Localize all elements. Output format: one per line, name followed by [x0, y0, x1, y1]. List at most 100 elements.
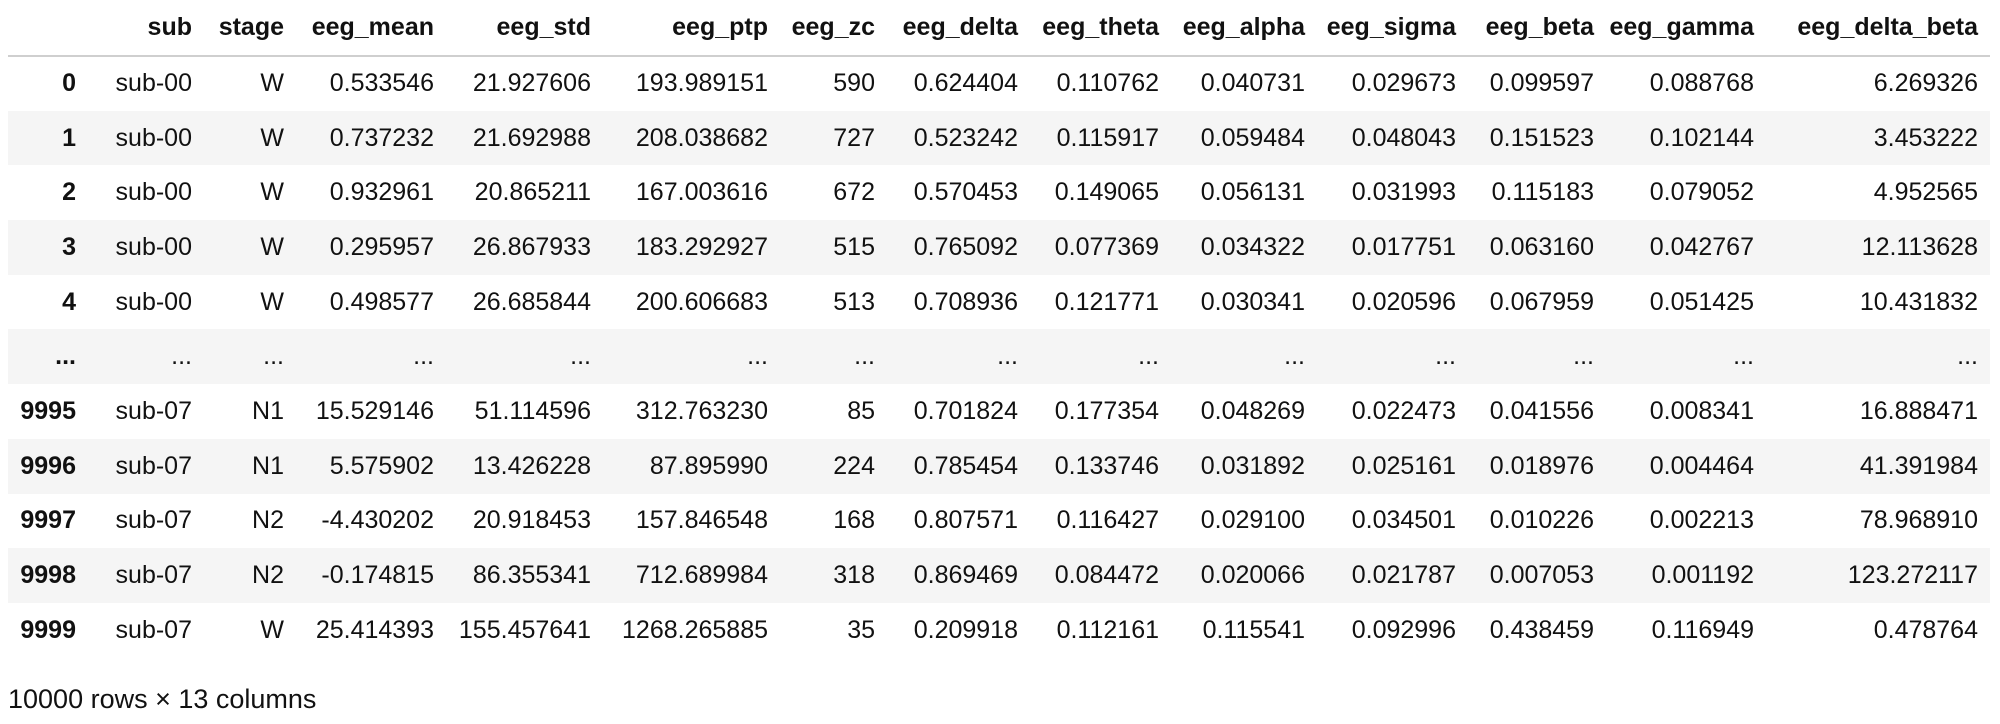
row-index: 4 [62, 287, 76, 316]
table-cell: 672 [833, 178, 875, 207]
table-cell: W [260, 232, 284, 261]
table-cell: 86.355341 [472, 561, 591, 590]
table-cell: 183.292927 [635, 232, 768, 261]
column-header-eeg-zc: eeg_zc [780, 0, 887, 57]
table-cell: 0.785454 [913, 451, 1018, 480]
table-cell: 15.529146 [315, 396, 434, 425]
table-cell: 13.426228 [472, 451, 591, 480]
table-summary: 10000 rows × 13 columns [8, 683, 317, 714]
table-cell: sub-07 [115, 396, 192, 425]
table-cell: 0.295957 [329, 232, 434, 261]
table-cell: 0.701824 [913, 396, 1018, 425]
table-cell: 0.110762 [1056, 69, 1159, 98]
table-cell: 0.570453 [913, 178, 1018, 207]
table-cell: ... [997, 342, 1018, 371]
table-cell: 0.030341 [1200, 287, 1305, 316]
table-cell: ... [413, 342, 434, 371]
table-cell: 0.048043 [1351, 123, 1456, 152]
table-cell: 515 [833, 232, 875, 261]
table-cell: 712.689984 [635, 561, 768, 590]
table-cell: 0.079052 [1649, 178, 1754, 207]
table-body: 0 sub-00 W 0.533546 21.927606 193.989151 590 0.… [8, 56, 1990, 658]
table-cell: 0.034501 [1351, 506, 1456, 535]
table-cell: 0.133746 [1054, 451, 1159, 480]
row-index: 9998 [20, 561, 76, 590]
table-row: 3 sub-00 W 0.295957 26.867933 183.292927 515 0.… [8, 220, 1990, 275]
table-cell: W [260, 69, 284, 98]
table-cell: N1 [252, 451, 284, 480]
table-cell: 224 [833, 451, 875, 480]
row-index: 2 [62, 178, 76, 207]
table-cell: 0.022473 [1351, 396, 1456, 425]
table-cell: 0.048269 [1200, 396, 1305, 425]
table-cell: ... [570, 342, 591, 371]
table-cell: 0.624404 [913, 69, 1018, 98]
row-index: ... [55, 342, 76, 371]
table-cell: 0.115917 [1056, 123, 1159, 152]
table-cell: W [260, 178, 284, 207]
table-cell: 590 [833, 69, 875, 98]
table-cell: sub-07 [115, 561, 192, 590]
table-cell: -4.430202 [321, 506, 434, 535]
table-cell: 41.391984 [1859, 451, 1978, 480]
table-cell: 0.149065 [1054, 178, 1159, 207]
table-cell: 20.918453 [472, 506, 591, 535]
table-cell: 513 [833, 287, 875, 316]
table-cell: 157.846548 [635, 506, 768, 535]
table-cell: 167.003616 [635, 178, 768, 207]
table-cell: 0.020066 [1200, 561, 1305, 590]
column-header-eeg-delta-beta: eeg_delta_beta [1766, 0, 1990, 57]
table-cell: W [260, 287, 284, 316]
table-cell: sub-00 [115, 232, 192, 261]
table-cell: 0.004464 [1649, 451, 1754, 480]
index-column-header [8, 0, 88, 57]
table-cell: 200.606683 [635, 287, 768, 316]
table-cell: 0.010226 [1489, 506, 1594, 535]
table-cell: 0.034322 [1200, 232, 1305, 261]
table-cell: 0.025161 [1351, 451, 1456, 480]
table-cell: 1268.265885 [622, 615, 768, 644]
table-cell: 0.737232 [329, 123, 434, 152]
table-cell: 35 [847, 615, 875, 644]
table-cell: 0.498577 [329, 287, 434, 316]
table-row: 9998 sub-07 N2 -0.174815 86.355341 712.689984… [8, 548, 1990, 603]
column-header-eeg-gamma: eeg_gamma [1606, 0, 1766, 57]
table-cell: ... [1138, 342, 1159, 371]
table-cell: N2 [252, 506, 284, 535]
table-cell: sub-00 [115, 123, 192, 152]
table-cell: 0.059484 [1200, 123, 1305, 152]
column-header-eeg-beta: eeg_beta [1468, 0, 1606, 57]
row-index: 9999 [20, 615, 76, 644]
table-cell: ... [1573, 342, 1594, 371]
table-cell: 0.063160 [1489, 232, 1594, 261]
table-header: sub stage eeg_mean eeg_std eeg_ptp eeg_zc eeg_… [8, 0, 1990, 57]
column-header-eeg-ptp: eeg_ptp [603, 0, 780, 57]
table-cell: 0.056131 [1200, 178, 1305, 207]
table-cell: ... [1435, 342, 1456, 371]
table-cell: 0.115183 [1491, 178, 1594, 207]
table-row: 9997 sub-07 N2 -4.430202 20.918453 157.846548… [8, 494, 1990, 549]
table-cell: sub-00 [115, 69, 192, 98]
table-cell: 0.067959 [1489, 287, 1594, 316]
row-index: 9997 [20, 506, 76, 535]
table-cell: ... [263, 342, 284, 371]
table-cell: 26.685844 [472, 287, 591, 316]
table-cell: 0.021787 [1351, 561, 1456, 590]
table-cell: sub-07 [115, 615, 192, 644]
table-row: 9995 sub-07 N1 15.529146 51.114596 312.763230… [8, 384, 1990, 439]
table-cell: 0.084472 [1054, 561, 1159, 590]
table-cell: 0.001192 [1651, 561, 1754, 590]
table-cell: 0.092996 [1351, 615, 1456, 644]
table-cell: 0.478764 [1873, 615, 1978, 644]
table-cell: 0.438459 [1489, 615, 1594, 644]
table-cell: 155.457641 [458, 615, 591, 644]
table-cell: 21.927606 [472, 69, 591, 98]
row-index: 9996 [20, 451, 76, 480]
table-cell: 0.017751 [1351, 232, 1456, 261]
table-cell: 12.113628 [1861, 232, 1978, 261]
table-cell: sub-07 [115, 451, 192, 480]
table-cell: 0.151523 [1489, 123, 1594, 152]
table-cell: N2 [252, 561, 284, 590]
table-cell: ... [1733, 342, 1754, 371]
table-cell: ... [1957, 342, 1978, 371]
